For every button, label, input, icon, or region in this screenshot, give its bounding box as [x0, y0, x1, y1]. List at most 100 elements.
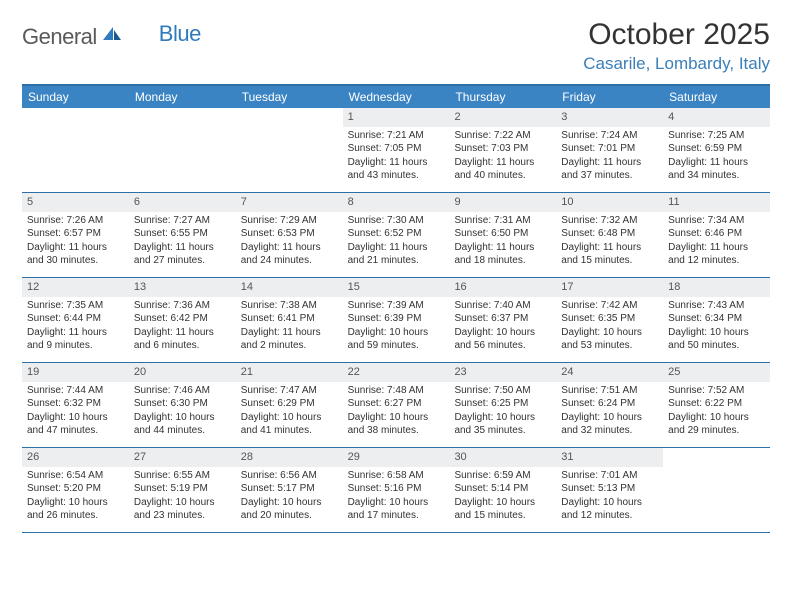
week-row: 26Sunrise: 6:54 AMSunset: 5:20 PMDayligh…: [22, 448, 770, 533]
sunrise-text: Sunrise: 7:43 AM: [668, 299, 765, 313]
day-body: Sunrise: 7:29 AMSunset: 6:53 PMDaylight:…: [236, 214, 343, 272]
day-cell: 27 Sunrise: 6:55 AMSunset: 5:19 PMDayligh…: [129, 448, 236, 532]
day-number: 11: [663, 193, 770, 212]
day-cell: [663, 448, 770, 532]
sunrise-text: Sunrise: 7:21 AM: [348, 129, 445, 143]
day-cell: 3 Sunrise: 7:24 AMSunset: 7:01 PMDaylight…: [556, 108, 663, 192]
daylight-text: Daylight: 10 hours and 12 minutes.: [561, 496, 658, 523]
sunrise-text: Sunrise: 6:59 AM: [454, 469, 551, 483]
day-cell: 17Sunrise: 7:42 AMSunset: 6:35 PMDayligh…: [556, 278, 663, 362]
daylight-text: Daylight: 11 hours and 18 minutes.: [454, 241, 551, 268]
sunset-text: Sunset: 5:14 PM: [454, 482, 551, 496]
day-header-tue: Tuesday: [236, 86, 343, 108]
sunset-text: Sunset: 6:46 PM: [668, 227, 765, 241]
week-row: 1 Sunrise: 7:21 AMSunset: 7:05 PMDaylight…: [22, 108, 770, 193]
daylight-text: Daylight: 10 hours and 20 minutes.: [241, 496, 338, 523]
sunrise-text: Sunrise: 7:26 AM: [27, 214, 124, 228]
sunset-text: Sunset: 6:50 PM: [454, 227, 551, 241]
daylight-text: Daylight: 10 hours and 38 minutes.: [348, 411, 445, 438]
day-body: Sunrise: 7:36 AMSunset: 6:42 PMDaylight:…: [129, 299, 236, 357]
day-header-sat: Saturday: [663, 86, 770, 108]
sunset-text: Sunset: 6:42 PM: [134, 312, 231, 326]
sunset-text: Sunset: 6:41 PM: [241, 312, 338, 326]
sunrise-text: Sunrise: 7:35 AM: [27, 299, 124, 313]
calendar: Sunday Monday Tuesday Wednesday Thursday…: [22, 84, 770, 533]
title-block: October 2025 Casarile, Lombardy, Italy: [583, 18, 770, 74]
day-number: 3: [556, 108, 663, 127]
sunset-text: Sunset: 6:59 PM: [668, 142, 765, 156]
logo-text-blue: Blue: [159, 21, 201, 47]
weeks-container: 1 Sunrise: 7:21 AMSunset: 7:05 PMDaylight…: [22, 108, 770, 533]
sunset-text: Sunset: 5:19 PM: [134, 482, 231, 496]
sunrise-text: Sunrise: 7:31 AM: [454, 214, 551, 228]
sunset-text: Sunset: 5:16 PM: [348, 482, 445, 496]
sunset-text: Sunset: 6:48 PM: [561, 227, 658, 241]
day-cell: 22Sunrise: 7:48 AMSunset: 6:27 PMDayligh…: [343, 363, 450, 447]
day-cell: 30 Sunrise: 6:59 AMSunset: 5:14 PMDayligh…: [449, 448, 556, 532]
daylight-text: Daylight: 10 hours and 29 minutes.: [668, 411, 765, 438]
day-number: 1: [343, 108, 450, 127]
day-body: Sunrise: 7:35 AMSunset: 6:44 PMDaylight:…: [22, 299, 129, 357]
day-number: 16: [449, 278, 556, 297]
day-number: 30: [449, 448, 556, 467]
day-number: 25: [663, 363, 770, 382]
day-number: 27: [129, 448, 236, 467]
day-cell: 18Sunrise: 7:43 AMSunset: 6:34 PMDayligh…: [663, 278, 770, 362]
sunrise-text: Sunrise: 7:42 AM: [561, 299, 658, 313]
sunrise-text: Sunrise: 7:24 AM: [561, 129, 658, 143]
sunrise-text: Sunrise: 7:40 AM: [454, 299, 551, 313]
sunrise-text: Sunrise: 7:36 AM: [134, 299, 231, 313]
daylight-text: Daylight: 10 hours and 26 minutes.: [27, 496, 124, 523]
page-header: General Blue October 2025 Casarile, Lomb…: [22, 18, 770, 74]
sunrise-text: Sunrise: 7:22 AM: [454, 129, 551, 143]
day-body: Sunrise: 7:51 AMSunset: 6:24 PMDaylight:…: [556, 384, 663, 442]
day-number: 15: [343, 278, 450, 297]
day-body: Sunrise: 7:26 AMSunset: 6:57 PMDaylight:…: [22, 214, 129, 272]
day-cell: 31 Sunrise: 7:01 AMSunset: 5:13 PMDayligh…: [556, 448, 663, 532]
sunset-text: Sunset: 6:22 PM: [668, 397, 765, 411]
day-cell: 11 Sunrise: 7:34 AMSunset: 6:46 PMDayligh…: [663, 193, 770, 277]
sunset-text: Sunset: 6:52 PM: [348, 227, 445, 241]
day-cell: 23 Sunrise: 7:50 AMSunset: 6:25 PMDayligh…: [449, 363, 556, 447]
daylight-text: Daylight: 10 hours and 15 minutes.: [454, 496, 551, 523]
day-cell: 10Sunrise: 7:32 AMSunset: 6:48 PMDayligh…: [556, 193, 663, 277]
sunrise-text: Sunrise: 6:58 AM: [348, 469, 445, 483]
daylight-text: Daylight: 11 hours and 34 minutes.: [668, 156, 765, 183]
day-body: Sunrise: 7:40 AMSunset: 6:37 PMDaylight:…: [449, 299, 556, 357]
daylight-text: Daylight: 10 hours and 35 minutes.: [454, 411, 551, 438]
daylight-text: Daylight: 10 hours and 56 minutes.: [454, 326, 551, 353]
day-number: 31: [556, 448, 663, 467]
day-body: Sunrise: 6:59 AMSunset: 5:14 PMDaylight:…: [449, 469, 556, 527]
day-cell: 26Sunrise: 6:54 AMSunset: 5:20 PMDayligh…: [22, 448, 129, 532]
day-body: Sunrise: 7:34 AMSunset: 6:46 PMDaylight:…: [663, 214, 770, 272]
sunset-text: Sunset: 6:55 PM: [134, 227, 231, 241]
day-body: Sunrise: 7:50 AMSunset: 6:25 PMDaylight:…: [449, 384, 556, 442]
day-cell: 25 Sunrise: 7:52 AMSunset: 6:22 PMDayligh…: [663, 363, 770, 447]
day-body: Sunrise: 7:31 AMSunset: 6:50 PMDaylight:…: [449, 214, 556, 272]
day-cell: 20Sunrise: 7:46 AMSunset: 6:30 PMDayligh…: [129, 363, 236, 447]
daylight-text: Daylight: 10 hours and 47 minutes.: [27, 411, 124, 438]
daylight-text: Daylight: 10 hours and 17 minutes.: [348, 496, 445, 523]
sunset-text: Sunset: 5:13 PM: [561, 482, 658, 496]
sunset-text: Sunset: 6:27 PM: [348, 397, 445, 411]
day-number: 20: [129, 363, 236, 382]
day-body: Sunrise: 7:21 AMSunset: 7:05 PMDaylight:…: [343, 129, 450, 187]
day-number: 12: [22, 278, 129, 297]
day-body: Sunrise: 6:55 AMSunset: 5:19 PMDaylight:…: [129, 469, 236, 527]
sunset-text: Sunset: 6:37 PM: [454, 312, 551, 326]
day-cell: 6Sunrise: 7:27 AMSunset: 6:55 PMDaylight…: [129, 193, 236, 277]
sunset-text: Sunset: 6:53 PM: [241, 227, 338, 241]
daylight-text: Daylight: 11 hours and 15 minutes.: [561, 241, 658, 268]
sunrise-text: Sunrise: 7:01 AM: [561, 469, 658, 483]
sunrise-text: Sunrise: 6:54 AM: [27, 469, 124, 483]
day-body: Sunrise: 7:24 AMSunset: 7:01 PMDaylight:…: [556, 129, 663, 187]
day-header-wed: Wednesday: [343, 86, 450, 108]
day-cell: [22, 108, 129, 192]
day-header-mon: Monday: [129, 86, 236, 108]
day-body: Sunrise: 7:48 AMSunset: 6:27 PMDaylight:…: [343, 384, 450, 442]
day-number: 6: [129, 193, 236, 212]
daylight-text: Daylight: 10 hours and 53 minutes.: [561, 326, 658, 353]
day-number: 24: [556, 363, 663, 382]
day-body: Sunrise: 7:52 AMSunset: 6:22 PMDaylight:…: [663, 384, 770, 442]
day-number: 23: [449, 363, 556, 382]
